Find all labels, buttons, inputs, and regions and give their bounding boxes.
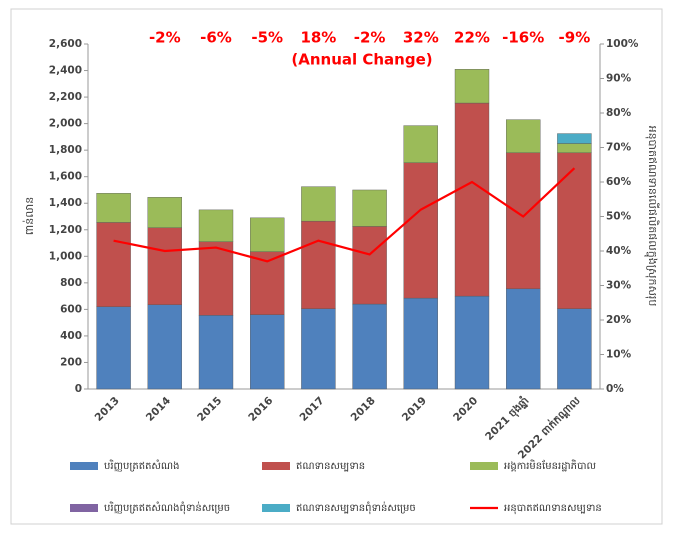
x-tick-label: 2020 [451, 395, 480, 424]
y2-tick-label: 60% [606, 176, 632, 188]
bar [506, 152, 541, 290]
bar [557, 133, 592, 144]
y-tick-label: 1,600 [49, 171, 82, 183]
x-tick-label: 2017 [297, 395, 326, 424]
y2-tick-label: 70% [606, 142, 632, 154]
y-tick-label: 0 [75, 383, 82, 395]
bar [403, 297, 438, 390]
bar [352, 226, 387, 305]
bar [557, 308, 592, 390]
line [113, 167, 576, 263]
bar [96, 306, 131, 390]
x-tick-label: 2014 [144, 395, 173, 424]
annotation: -9% [559, 29, 591, 47]
y-axis-label: ពាន់លាន [22, 197, 36, 235]
bar [557, 152, 592, 309]
chart-border [10, 8, 663, 525]
annotation: 22% [454, 29, 490, 47]
bar [147, 227, 183, 305]
bar [454, 102, 490, 297]
annotation: -2% [149, 29, 181, 47]
bar [198, 315, 234, 390]
y-tick-label: 600 [60, 303, 82, 315]
y-tick-label: 400 [60, 330, 82, 342]
bar [96, 222, 131, 307]
y2-tick-label: 10% [606, 349, 632, 361]
bar [147, 197, 183, 228]
bar [506, 119, 541, 154]
bar [403, 125, 438, 163]
bar [557, 143, 592, 154]
y2-axis-label: អនុបាតឥណទានលើផលិតផលក្នុងស្រុកសរុប [644, 126, 660, 307]
legend-swatch [470, 462, 498, 470]
annotation: 18% [300, 29, 336, 47]
legend-swatch [262, 462, 290, 470]
x-tick-label: 2019 [400, 395, 429, 424]
y2-tick-label: 90% [606, 73, 632, 85]
bar [301, 186, 336, 222]
bar [198, 209, 234, 242]
y-tick-label: 2,400 [49, 65, 82, 77]
bar [352, 189, 387, 227]
y-tick-label: 1,800 [49, 144, 82, 156]
y2-tick-label: 30% [606, 280, 632, 292]
legend-label: ឥណទានសម្បទានពុំទាន់សម្រេច [296, 501, 416, 515]
legend-swatch [70, 504, 98, 512]
y-tick-label: 200 [60, 356, 82, 368]
y2-tick-label: 20% [606, 314, 632, 326]
legend-label: ឥណទានសម្បទាន [296, 461, 365, 472]
annotation: -6% [200, 29, 232, 47]
bar [403, 162, 438, 299]
bar [454, 295, 490, 390]
annotation: 32% [403, 29, 439, 47]
bar [454, 69, 490, 104]
y2-tick-label: 100% [606, 38, 639, 50]
legend-swatch [262, 504, 290, 512]
bar [249, 314, 285, 390]
bar [352, 303, 387, 390]
y2-tick-label: 40% [606, 245, 632, 257]
legend-label: អនុបាតឥណទានសម្បទាន [504, 503, 602, 515]
x-tick-label: 2021 ចុងឆ្នាំ [482, 393, 532, 443]
legend-label: បរិញ្ញបត្រឥតសំណងពុំទាន់សម្រេច [104, 501, 230, 515]
y-tick-label: 1,400 [49, 197, 82, 209]
x-tick-label: 2016 [246, 395, 275, 424]
bar [147, 304, 183, 390]
y-tick-label: 2,600 [49, 38, 82, 50]
annotation: -16% [502, 29, 544, 47]
annotation-title: (Annual Change) [291, 51, 432, 69]
y-tick-label: 800 [60, 277, 82, 289]
bar [301, 220, 336, 309]
legend-label: បរិញ្ញបត្រឥតសំណង [104, 459, 180, 472]
legend-label: អង្គការមិនមែនរដ្ឋាភិបាល [504, 459, 597, 472]
bar [506, 288, 541, 390]
bar [301, 308, 336, 390]
y2-tick-label: 50% [606, 211, 632, 223]
y2-tick-label: 80% [606, 107, 632, 119]
y-tick-label: 1,200 [49, 224, 82, 236]
bar [249, 217, 285, 252]
annotation: -2% [354, 29, 386, 47]
y-tick-label: 2,200 [49, 91, 82, 103]
x-tick-label: 2018 [349, 395, 378, 424]
y-tick-label: 1,000 [49, 250, 82, 262]
bar [198, 241, 234, 316]
annotation: -5% [251, 29, 283, 47]
y2-tick-label: 0% [606, 383, 624, 395]
y-tick-label: 2,000 [49, 118, 82, 130]
x-tick-label: 2015 [195, 395, 224, 424]
x-tick-label: 2013 [93, 395, 122, 424]
bar [96, 193, 131, 223]
legend-swatch [70, 462, 98, 470]
